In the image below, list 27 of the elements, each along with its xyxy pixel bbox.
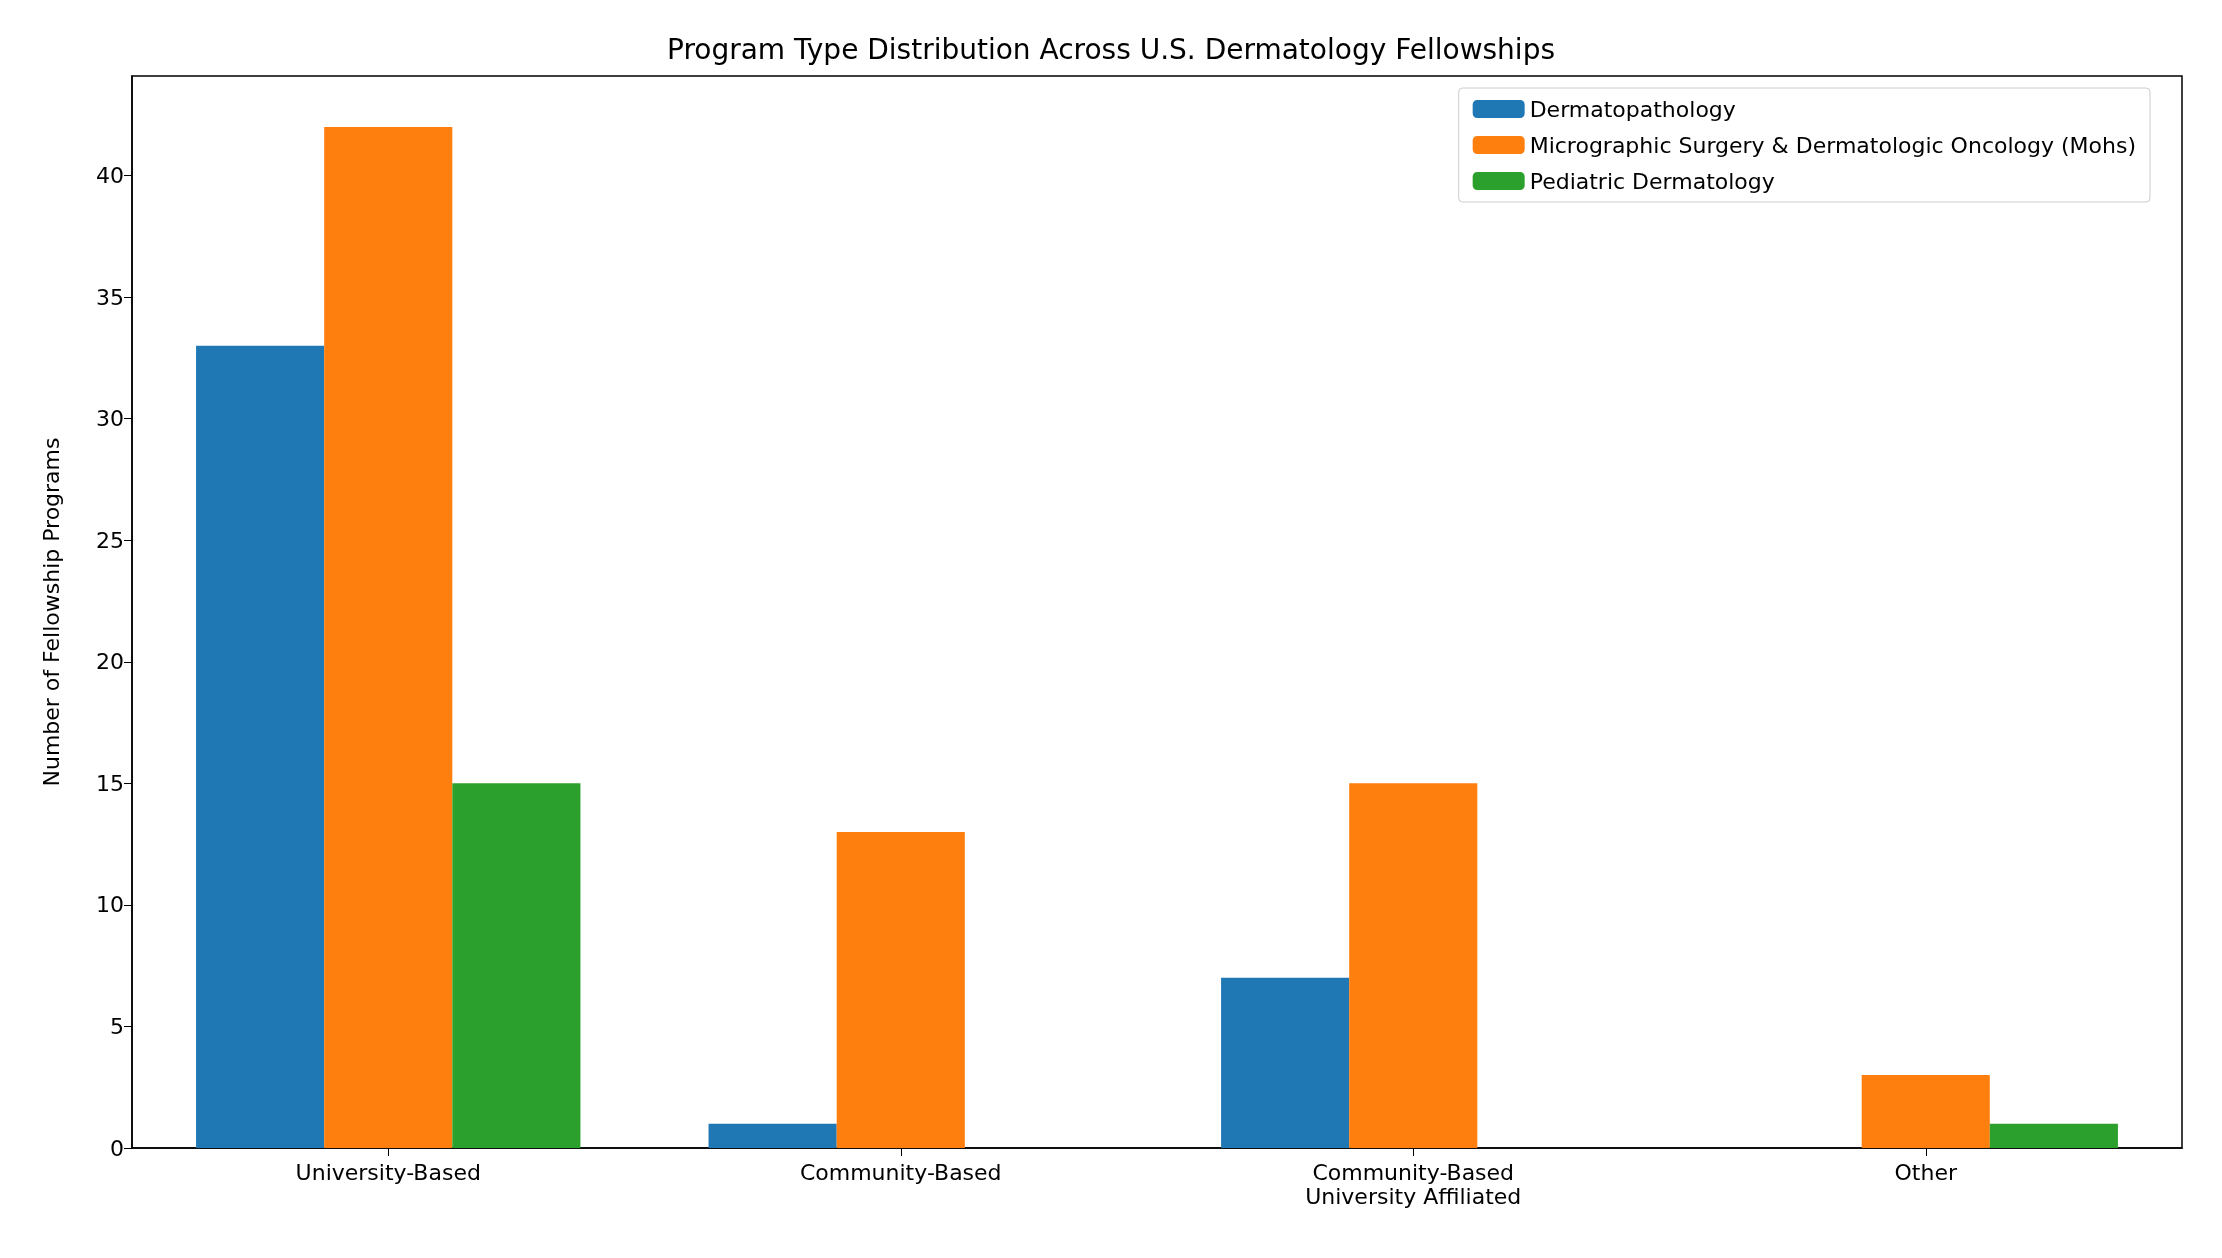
y-tick-label: 30 <box>96 406 124 432</box>
x-tick-label: Community-Based University Affiliated <box>1305 1159 1522 1209</box>
bar <box>708 1123 837 1148</box>
chart-title: Program Type Distribution Across U.S. Dermatology Fellowships <box>666 32 1556 66</box>
y-tick-label: 35 <box>96 284 124 310</box>
bar <box>1349 783 1478 1148</box>
x-tick-label: Other <box>1894 1159 1958 1185</box>
y-tick-label: 10 <box>96 892 124 918</box>
legend-label: Pediatric Dermatology <box>1529 168 1775 194</box>
y-tick-label: 25 <box>96 527 124 553</box>
bar <box>1989 1123 2118 1148</box>
y-tick-label: 20 <box>96 649 124 675</box>
bar <box>324 127 453 1148</box>
legend-label: Micrographic Surgery & Dermatologic Oncology (Mohs) <box>1529 132 2137 158</box>
bar <box>452 783 581 1148</box>
y-tick-label: 40 <box>96 163 124 189</box>
x-tick-label: University-Based <box>295 1159 481 1185</box>
bar <box>836 831 965 1148</box>
x-tick-label: Community-Based <box>799 1159 1002 1185</box>
y-tick-label: 5 <box>110 1013 124 1039</box>
legend-label: Dermatopathology <box>1529 96 1736 122</box>
bar <box>196 345 325 1148</box>
y-tick-label: 15 <box>96 770 124 796</box>
bar <box>1861 1075 1990 1148</box>
bar <box>1221 977 1350 1148</box>
y-tick-label: 0 <box>110 1135 124 1161</box>
y-axis-title: Number of Fellowship Programs <box>38 437 64 787</box>
